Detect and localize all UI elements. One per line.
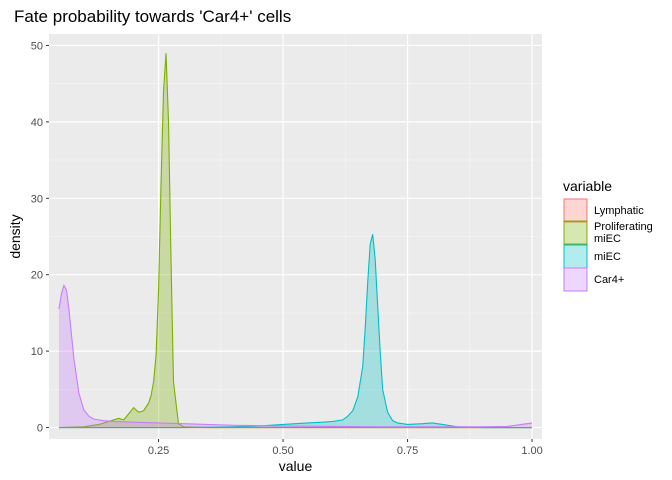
chart-title: Fate probability towards 'Car4+' cells xyxy=(14,7,291,26)
legend-label: Car4+ xyxy=(594,274,624,286)
y-axis-title: density xyxy=(7,214,23,258)
legend-label: Proliferating miEC xyxy=(594,221,653,245)
y-tick-label: 0 xyxy=(37,423,43,435)
legend-key xyxy=(563,198,588,223)
y-tick-label: 50 xyxy=(31,40,43,52)
y-tick-label: 30 xyxy=(31,193,43,205)
x-tick-label: 1.00 xyxy=(521,445,542,457)
series-line-car4 xyxy=(58,283,533,428)
series-line-proliferating-miec xyxy=(58,53,533,429)
x-tick-label: 0.75 xyxy=(397,445,418,457)
y-tick-label: 20 xyxy=(31,270,43,282)
legend-label: miEC xyxy=(594,251,621,263)
y-tick-label: 40 xyxy=(31,117,43,129)
legend-key xyxy=(563,267,588,292)
x-axis-title: value xyxy=(279,458,313,474)
x-axis: 0.25 0.50 0.75 1.00 xyxy=(148,439,543,457)
legend-label: Lymphatic xyxy=(594,205,644,217)
x-tick-label: 0.50 xyxy=(272,445,293,457)
series-line-miec xyxy=(58,234,533,429)
grid-minor xyxy=(49,34,542,439)
grid-major xyxy=(49,34,542,439)
legend-key xyxy=(563,244,588,269)
x-tick-label: 0.25 xyxy=(148,445,169,457)
y-axis: 0 10 20 30 40 50 xyxy=(31,40,49,435)
legend-title: variable xyxy=(563,178,612,194)
legend: variable Lymphatic Proliferating miEC miEC C… xyxy=(563,178,653,292)
series-layer xyxy=(58,53,533,429)
legend-key xyxy=(563,220,588,245)
y-tick-label: 10 xyxy=(31,346,43,358)
